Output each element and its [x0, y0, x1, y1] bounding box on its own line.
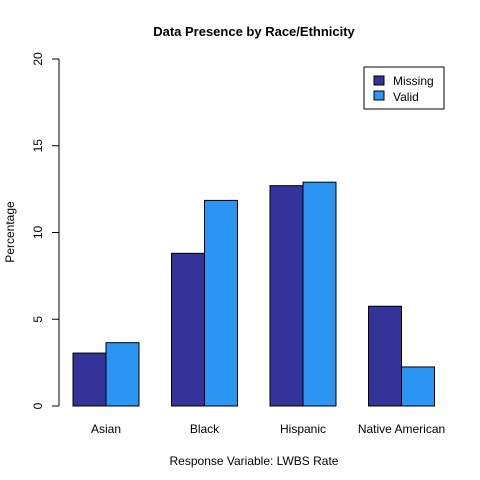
legend-box — [363, 66, 445, 110]
legend-label-valid: Valid — [393, 90, 419, 104]
category-labels: Asian Black Hispanic Native American — [91, 422, 445, 436]
y-tick-label: 20 — [31, 52, 45, 66]
x-category-label: Black — [190, 422, 220, 436]
legend-swatch-missing — [373, 75, 385, 86]
bars-group — [72, 181, 435, 407]
x-axis-label: Response Variable: LWBS Rate — [170, 454, 339, 468]
bar-missing-native-american — [368, 305, 402, 407]
x-category-label: Asian — [91, 422, 121, 436]
bar-missing-hispanic — [269, 185, 304, 407]
legend-label-missing: Missing — [393, 74, 434, 88]
y-tick-label: 0 — [31, 402, 45, 409]
bar-valid-black — [204, 199, 238, 407]
bar-missing-black — [171, 252, 205, 407]
y-axis-ticks: 0 5 10 15 20 — [31, 52, 59, 409]
legend-swatch-valid — [373, 90, 385, 101]
y-tick-label: 10 — [31, 226, 45, 240]
y-tick-label: 15 — [31, 139, 45, 153]
bar-valid-native-american — [401, 366, 435, 407]
bar-valid-hispanic — [302, 181, 337, 407]
x-category-label: Native American — [358, 422, 445, 436]
chart-title: Data Presence by Race/Ethnicity — [153, 24, 355, 39]
bar-valid-asian — [105, 342, 140, 407]
legend: Missing Valid — [363, 66, 445, 110]
y-axis-label: Percentage — [3, 201, 17, 263]
x-category-label: Hispanic — [280, 422, 326, 436]
y-tick-label: 5 — [31, 316, 45, 323]
bar-missing-asian — [72, 352, 107, 407]
